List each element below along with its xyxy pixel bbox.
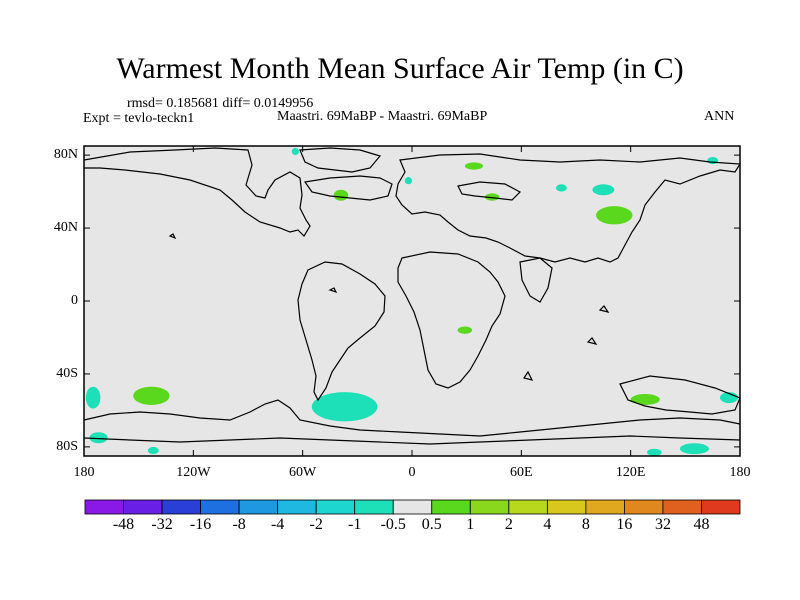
coastline-inner-sea xyxy=(457,181,521,201)
colorbar-swatch xyxy=(84,499,124,515)
coastline-islands xyxy=(168,233,610,381)
colorbar-label: 8 xyxy=(581,516,590,533)
colorbar-label: 2 xyxy=(504,516,513,533)
colorbar-swatch xyxy=(354,499,394,515)
colorbar-label: -1 xyxy=(348,516,362,533)
plot-title: Warmest Month Mean Surface Air Temp (in … xyxy=(116,52,684,85)
coastline-eurasia xyxy=(395,153,742,263)
colorbar-swatch xyxy=(200,499,240,515)
colorbar-swatch xyxy=(662,499,702,515)
colorbar-label: 0.5 xyxy=(421,516,442,533)
colorbar-label: -8 xyxy=(232,516,246,533)
y-axis-label: 40N xyxy=(53,220,78,236)
anomaly-patch-12 xyxy=(679,443,710,455)
anomaly-patch-2 xyxy=(484,193,500,201)
y-axis-label: 80N xyxy=(53,147,78,163)
x-axis-label: 120W xyxy=(176,465,211,480)
colorbar-label: 16 xyxy=(616,516,633,533)
coastline-antarctic-shelf xyxy=(83,435,741,445)
colorbar-label: -0.5 xyxy=(380,516,406,533)
colorbar-swatch xyxy=(508,499,548,515)
coastline-antarctica xyxy=(83,399,741,437)
colorbar-swatch xyxy=(238,499,279,515)
y-axis-label: 40S xyxy=(56,365,78,381)
colorbar-swatch xyxy=(315,499,356,515)
x-axis-label: 180 xyxy=(73,465,95,480)
colorbar-swatch xyxy=(161,499,201,515)
stats-text: rmsd= 0.185681 diff= 0.0149956 xyxy=(127,96,314,111)
experiment-label: Expt = tevlo-teckn1 xyxy=(83,111,195,126)
anomaly-patch-10 xyxy=(89,432,108,444)
anomaly-patch-3 xyxy=(596,206,633,225)
colorbar-swatch xyxy=(585,499,625,515)
anomaly-patch-1 xyxy=(464,162,484,170)
anomaly-patch-8 xyxy=(592,184,615,196)
colorbar-label: -48 xyxy=(112,516,135,533)
x-axis-label: 60W xyxy=(289,465,317,480)
colorbar-swatch xyxy=(123,499,163,515)
colorbar-swatch xyxy=(469,499,510,515)
colorbar-label: 48 xyxy=(693,516,710,533)
map-background xyxy=(84,146,740,456)
anomaly-patch-7 xyxy=(311,392,378,422)
coastline-australia xyxy=(619,375,741,415)
anomaly-patch-15 xyxy=(404,177,412,185)
colorbar-label: -4 xyxy=(270,516,285,533)
coastline-south-america xyxy=(297,261,386,402)
colorbar-swatch xyxy=(624,499,664,515)
anomaly-patch-17 xyxy=(707,156,719,165)
x-axis-label: 60E xyxy=(510,465,533,480)
colorbar xyxy=(84,499,741,515)
subtitle: Maastri. 69MaBP - Maastri. 69MaBP xyxy=(277,109,488,124)
anomaly-patch-14 xyxy=(291,147,300,156)
anomaly-patch-16 xyxy=(555,184,567,192)
colorbar-swatch xyxy=(277,499,317,515)
colorbar-swatch xyxy=(546,499,587,515)
anomaly-patch-6 xyxy=(630,394,660,405)
coastline-europe-north xyxy=(303,175,393,201)
period-label: ANN xyxy=(704,109,735,124)
anomaly-patch-13 xyxy=(147,446,159,455)
coastline-north-america xyxy=(83,147,311,237)
colorbar-swatch xyxy=(392,499,433,515)
colorbar-label: -32 xyxy=(151,516,173,533)
colorbar-label: 32 xyxy=(654,516,671,533)
colorbar-label: -16 xyxy=(189,516,212,533)
anomaly-patch-5 xyxy=(133,386,170,405)
x-axis-label: 180 xyxy=(729,465,751,480)
colorbar-label: 4 xyxy=(543,516,552,533)
anomaly-patch-18 xyxy=(647,448,662,456)
colorbar-label: -2 xyxy=(309,516,323,533)
coastline-africa xyxy=(397,251,506,389)
axis-ticks xyxy=(83,146,741,456)
x-axis-label: 120E xyxy=(615,465,646,480)
anomaly-patch-4 xyxy=(457,326,473,334)
y-axis-label: 0 xyxy=(71,293,78,308)
coastlines xyxy=(83,147,742,445)
coastline-india xyxy=(519,257,553,303)
colorbar-swatch xyxy=(431,499,471,515)
x-axis-label: 0 xyxy=(408,465,416,480)
y-axis-label: 80S xyxy=(56,438,78,454)
colorbar-swatch xyxy=(701,499,741,515)
anomaly-patch-0 xyxy=(333,189,349,201)
coastline-arctic xyxy=(299,147,382,173)
colorbar-label: 1 xyxy=(466,516,475,533)
anomaly-patch-9 xyxy=(85,386,101,409)
